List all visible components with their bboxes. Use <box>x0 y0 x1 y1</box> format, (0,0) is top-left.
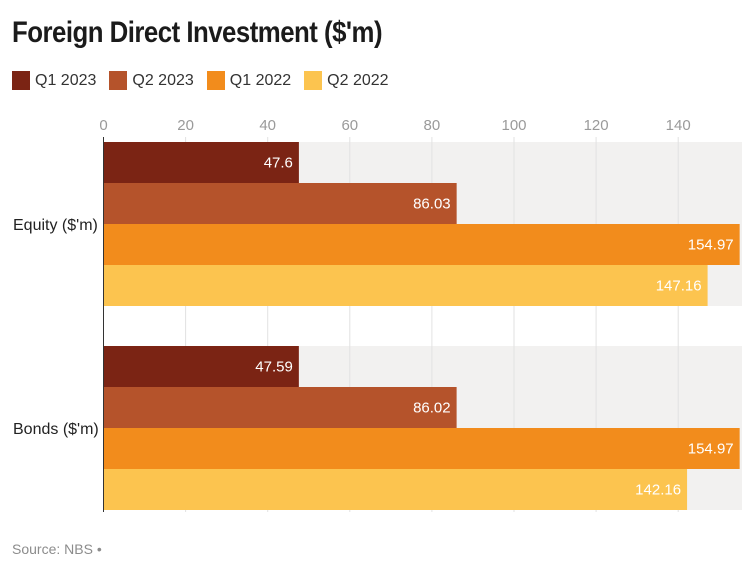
x-tick-label: 40 <box>259 117 276 134</box>
legend-swatch <box>12 71 30 90</box>
bar-q1-2023-1 <box>103 346 299 387</box>
bar-q2-2022-0 <box>103 265 708 306</box>
bar-value-label: 47.59 <box>255 359 293 376</box>
bar-value-label: 147.16 <box>656 278 702 295</box>
legend-item-q2-2023: Q2 2023 <box>109 71 194 90</box>
x-tick-label: 140 <box>666 117 691 134</box>
bar-value-label: 154.97 <box>688 441 734 458</box>
legend-label: Q2 2022 <box>327 71 389 89</box>
bar-q2-2023-1 <box>103 387 457 428</box>
bar-value-label: 142.16 <box>635 482 681 499</box>
x-tick-label: 100 <box>501 117 526 134</box>
x-tick-label: 80 <box>424 117 441 134</box>
legend-item-q1-2022: Q1 2022 <box>206 71 292 90</box>
legend-swatch <box>206 71 225 90</box>
bar-q2-2022-1 <box>103 469 688 510</box>
legend-label: Q2 2023 <box>132 71 194 89</box>
legend-swatch <box>109 71 128 90</box>
category-label: Bonds ($'m) <box>13 421 99 438</box>
x-tick-label: 0 <box>99 117 107 134</box>
legend-label: Q1 2023 <box>35 71 97 89</box>
legend-swatch <box>304 71 323 90</box>
chart-legend: Q1 2023 Q2 2023 Q1 2022 Q2 2022 <box>12 71 402 90</box>
legend-label: Q1 2022 <box>229 71 292 89</box>
bar-q1-2022-0 <box>103 224 740 265</box>
bar-value-label: 86.02 <box>413 400 451 417</box>
category-label: Equity ($'m) <box>13 217 98 234</box>
bar-q1-2023-0 <box>103 142 299 183</box>
chart-title: Foreign Direct Investment ($'m) <box>12 16 383 49</box>
source-note: Source: NBS • Get the data <box>12 541 104 557</box>
bar-value-label: 86.03 <box>413 196 451 213</box>
x-tick-label: 60 <box>341 117 358 134</box>
bar-value-label: 154.97 <box>688 237 734 254</box>
bar-q1-2022-1 <box>103 428 740 469</box>
bar-q2-2023-0 <box>103 183 457 224</box>
x-tick-label: 20 <box>177 117 194 134</box>
bar-value-label: 47.6 <box>264 155 293 172</box>
legend-item-q1-2023: Q1 2023 <box>12 71 96 90</box>
x-tick-label: 120 <box>584 117 609 134</box>
legend-item-q2-2022: Q2 2022 <box>304 71 389 90</box>
